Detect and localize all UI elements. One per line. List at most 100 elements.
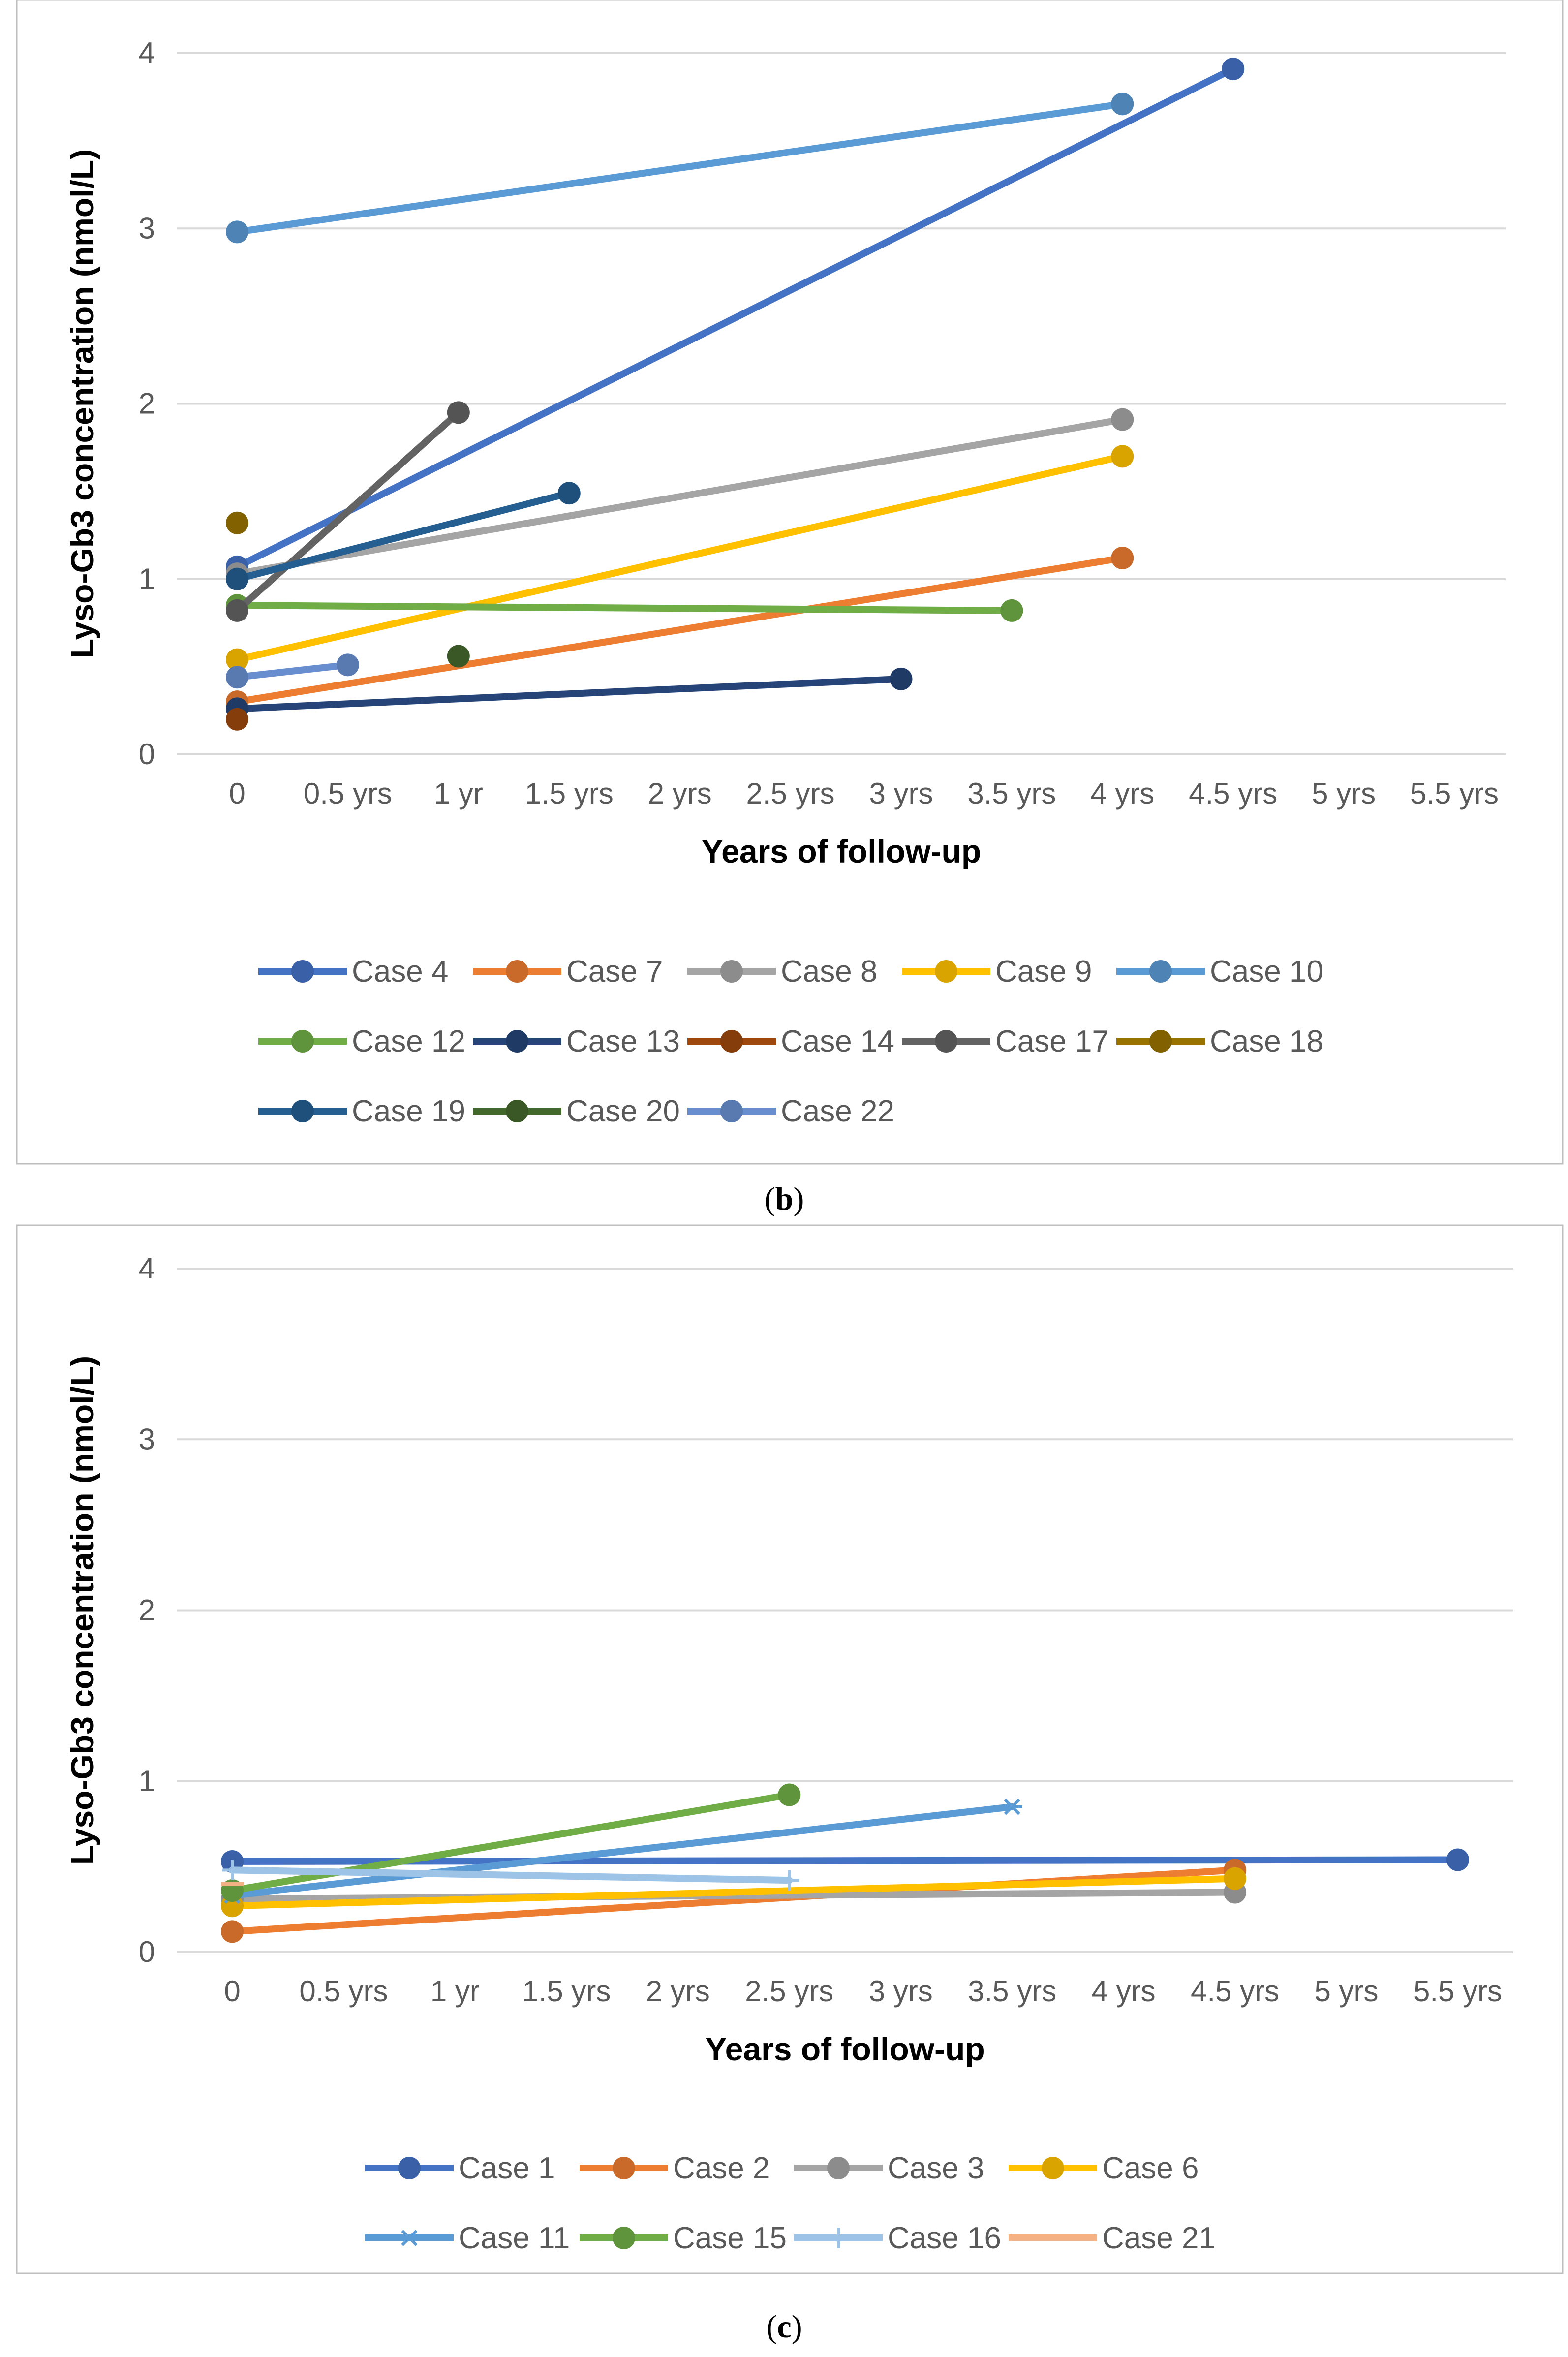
b-legend-label: Case 19: [352, 1094, 465, 1128]
c-series-line: [229, 1866, 793, 1884]
b-series-case-4: [226, 58, 1245, 578]
b-series-line: [234, 65, 1237, 570]
b-series-case-18: [226, 511, 248, 534]
b-series-line: [234, 555, 1126, 706]
b-series-line: [234, 602, 1015, 614]
b-legend-item-case-10: Case 10: [1116, 955, 1323, 989]
b-series-line: [234, 661, 351, 681]
b-legend-label: Case 12: [352, 1024, 465, 1058]
c-x-tick-label: 3 yrs: [869, 1975, 933, 2008]
b-legend-item-case-4: Case 4: [258, 955, 448, 989]
b-data-point: [1222, 58, 1245, 81]
c-series-case-16: [222, 1860, 799, 1891]
b-data-point: [557, 482, 581, 505]
b-legend-item-case-18: Case 18: [1116, 1024, 1323, 1058]
c-x-tick-label: 2 yrs: [646, 1975, 710, 2008]
c-legend-label: Case 16: [888, 2221, 1001, 2255]
c-legend-item-case-15: Case 15: [580, 2221, 787, 2255]
c-legend-item-case-11: Case 11: [365, 2221, 570, 2255]
b-legend-label: Case 14: [781, 1024, 894, 1058]
b-series-case-12: [226, 594, 1023, 622]
c-x-tick-label: 0: [224, 1975, 240, 2008]
c-x-tick-label: 4 yrs: [1092, 1975, 1156, 2008]
b-x-tick-label: 2 yrs: [648, 777, 712, 810]
b-y-tick-label: 2: [139, 387, 155, 420]
b-x-tick-label: 3.5 yrs: [967, 777, 1056, 810]
c-data-point: [221, 1920, 244, 1943]
c-y-axis-title: Lyso-Gb3 concentration (nmol/L): [64, 1356, 100, 1865]
b-y-tick-label: 4: [139, 36, 155, 69]
c-data-point: [1446, 1848, 1469, 1871]
b-legend-label: Case 8: [781, 955, 877, 989]
c-x-axis-title: Years of follow-up: [705, 2031, 984, 2067]
b-series-case-22: [226, 653, 359, 689]
c-legend-label: Case 11: [459, 2221, 570, 2255]
b-x-tick-label: 4.5 yrs: [1189, 777, 1277, 810]
b-series-case-20: [447, 645, 470, 668]
b-legend-item-case-22: Case 22: [687, 1094, 894, 1128]
c-data-point-d2: [1004, 1799, 1020, 1815]
panel-b-chart: 0 1 2 3 4 0 0.5 yrs 1 yr 1.5 yrs 2 yrs 2.5 yrs 3 yr…: [16, 0, 1564, 1217]
c-data-point: [1224, 1867, 1247, 1890]
b-legend-marker: [291, 1030, 314, 1053]
c-x-tick-label: 5.5 yrs: [1414, 1975, 1502, 2008]
b-x-tick-label: 0: [229, 777, 245, 810]
c-legend-label: Case 2: [673, 2151, 769, 2185]
c-legend-label: Case 15: [673, 2221, 787, 2255]
c-data-point: [778, 1783, 801, 1806]
b-legend-item-case-20: Case 20: [473, 1094, 680, 1128]
c-y-tick-label: 4: [139, 1252, 155, 1285]
b-legend-label: Case 20: [566, 1094, 680, 1128]
b-legend-marker: [291, 1100, 314, 1122]
b-data-point: [890, 667, 913, 690]
b-series-case-9: [226, 445, 1134, 671]
b-series-line: [234, 100, 1126, 236]
b-legend-label: Case 17: [995, 1024, 1109, 1058]
b-series-line: [234, 453, 1126, 663]
b-legend-marker: [935, 960, 957, 983]
b-legend-marker: [506, 1100, 528, 1122]
b-legend-item-case-12: Case 12: [258, 1024, 465, 1058]
c-x-tick-label: 5 yrs: [1315, 1975, 1379, 2008]
b-data-point: [226, 666, 248, 689]
b-data-point: [1111, 93, 1134, 116]
b-data-point: [226, 511, 248, 534]
b-legend-item-case-14: Case 14: [687, 1024, 894, 1058]
b-legend-label: Case 13: [566, 1024, 680, 1058]
b-legend-label: Case 10: [1210, 955, 1323, 989]
b-x-tick-label: 5 yrs: [1312, 777, 1376, 810]
b-y-tick-label: 3: [139, 212, 155, 245]
b-data-point: [336, 653, 359, 677]
b-legend: Case 4 Case 7 Case 8 Case 9 Case 10 Case 12 Ca…: [258, 955, 1323, 1128]
b-series-line: [234, 490, 573, 583]
c-legend: Case 1 Case 2 Case 3 Case 6 Case 11 Case 15 Ca…: [365, 2151, 1216, 2255]
b-y-tick-label: 0: [139, 738, 155, 771]
c-legend-marker: [613, 2157, 635, 2179]
c-x-tick-label: 2.5 yrs: [745, 1975, 833, 2008]
b-legend-item-case-9: Case 9: [902, 955, 1092, 989]
b-legend-item-case-7: Case 7: [473, 955, 663, 989]
c-x-tick-label: 0.5 yrs: [299, 1975, 388, 2008]
b-legend-label: Case 22: [781, 1094, 894, 1128]
c-legend-item-case-16: Case 16: [794, 2221, 1001, 2255]
b-legend-marker: [935, 1030, 957, 1053]
b-data-point: [1111, 547, 1134, 569]
b-data-point: [226, 599, 248, 622]
b-y-tick-label: 1: [139, 562, 155, 595]
b-data-point: [226, 708, 248, 731]
b-legend-item-case-13: Case 13: [473, 1024, 680, 1058]
c-y-tick-label: 3: [139, 1423, 155, 1456]
c-y-tick-label: 1: [139, 1765, 155, 1798]
c-legend-item-case-2: Case 2: [580, 2151, 769, 2185]
b-data-point: [447, 645, 470, 668]
b-series-case-14: [226, 708, 248, 731]
c-data-point: [1002, 1799, 1022, 1815]
c-y-tick-label: 2: [139, 1594, 155, 1627]
c-legend-marker: [828, 2228, 849, 2248]
c-legend-item-case-21: Case 21: [1009, 2221, 1216, 2255]
b-x-tick-label: 5.5 yrs: [1410, 777, 1499, 810]
c-legend-marker: [613, 2227, 635, 2249]
b-legend-marker: [506, 1030, 528, 1053]
c-panel-label: (c): [766, 2309, 802, 2345]
